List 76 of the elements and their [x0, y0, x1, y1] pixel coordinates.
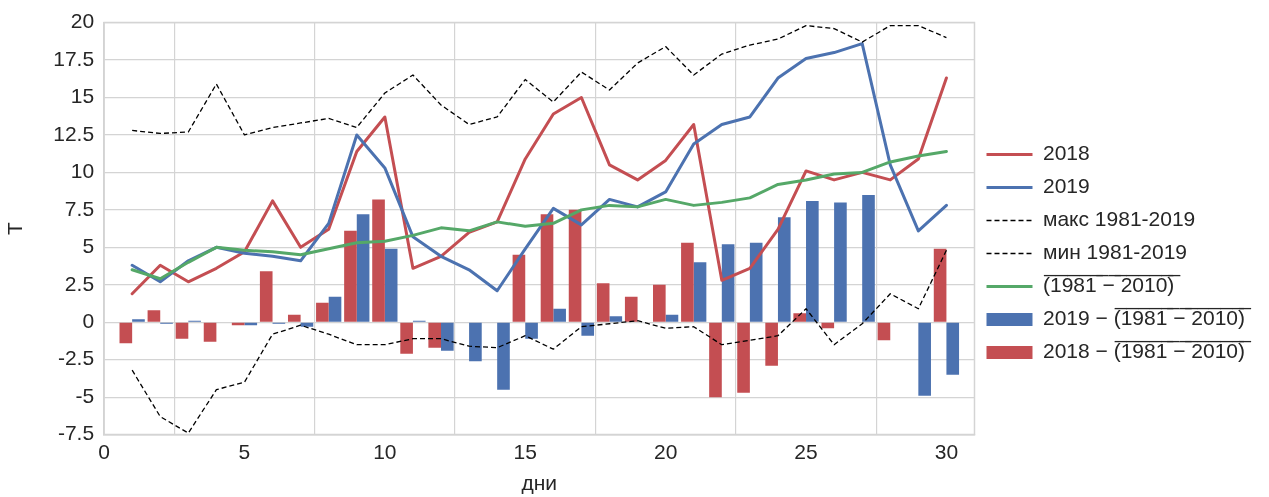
bar: [806, 200, 819, 322]
x-tick-label: 20: [653, 440, 678, 463]
line-series: [131, 249, 948, 434]
x-tick-label: 10: [373, 440, 397, 463]
bar: [287, 314, 301, 322]
bar: [553, 308, 566, 322]
bar: [259, 271, 273, 322]
bar: [400, 322, 413, 354]
bar: [737, 322, 750, 393]
y-tick-label: 7.5: [64, 196, 95, 220]
y-axis-title: T: [3, 222, 27, 236]
bar: [693, 262, 707, 322]
y-tick-label: -7.5: [57, 421, 95, 445]
bar: [709, 322, 722, 398]
line-series: [131, 24, 948, 136]
legend-label: 2018 − (̅1̅9̅8̅1̅ ̅−̅ ̅2̅0̅1̅0̅)̅: [1043, 339, 1252, 363]
bar: [316, 302, 329, 322]
y-tick-label: -2.5: [57, 346, 95, 370]
bar: [147, 310, 161, 322]
y-tick-label: 10: [70, 159, 95, 183]
x-axis-title: дни: [521, 471, 558, 495]
bar: [428, 322, 442, 348]
legend-label: (̅1̅9̅8̅1̅ ̅−̅ ̅2̅0̅1̅0̅)̅: [1042, 273, 1182, 297]
legend-label: макс 1981-2019: [1043, 207, 1196, 231]
y-tick-label: 15: [70, 84, 95, 108]
legend-label: 2019: [1043, 174, 1090, 198]
bar: [933, 248, 947, 322]
x-tick-label: 25: [794, 440, 818, 463]
bar: [681, 242, 694, 322]
legend-label: мин 1981-2019: [1043, 240, 1188, 264]
bar: [653, 284, 666, 322]
bar: [862, 194, 875, 322]
bar: [384, 248, 398, 322]
bar: [834, 202, 847, 322]
bar: [596, 283, 610, 322]
legend-label: 2019 − (̅1̅9̅8̅1̅ ̅−̅ ̅2̅0̅1̅0̅)̅: [1043, 306, 1252, 330]
x-tick-label: 30: [934, 440, 959, 463]
bar: [765, 322, 778, 366]
bar: [749, 242, 763, 322]
bar: [203, 322, 217, 342]
bar: [512, 254, 526, 322]
bar: [469, 322, 482, 362]
x-tick-label: 0: [98, 440, 110, 463]
bar: [665, 314, 679, 322]
bar: [328, 296, 342, 322]
bar: [540, 214, 554, 322]
y-tick-label: 17.5: [53, 46, 95, 70]
bar: [821, 322, 835, 329]
bar: [609, 316, 623, 322]
y-tick-label: 12.5: [53, 121, 95, 145]
bar: [132, 319, 145, 322]
x-tick-label: 5: [238, 440, 251, 463]
y-tick-label: 5: [82, 234, 95, 258]
bar: [777, 217, 791, 322]
bar: [356, 214, 370, 322]
bar: [175, 322, 189, 339]
y-tick-label: 20: [70, 9, 95, 33]
bar: [525, 322, 538, 339]
bar: [946, 322, 960, 375]
y-tick-label: 2.5: [64, 271, 95, 295]
y-tick-label: -5: [75, 383, 95, 407]
bar: [568, 209, 582, 322]
bar: [877, 322, 891, 341]
y-tick-label: 0: [82, 309, 95, 333]
bar: [721, 244, 735, 322]
bar: [581, 322, 595, 336]
bar: [300, 322, 314, 327]
legend-label: 2018: [1043, 141, 1090, 165]
bar: [441, 322, 454, 351]
bar: [372, 199, 385, 322]
bar: [119, 322, 133, 344]
x-tick-label: 15: [513, 440, 537, 463]
bar: [497, 322, 510, 390]
bar: [624, 296, 638, 322]
bar: [344, 230, 357, 322]
bar: [918, 322, 931, 396]
